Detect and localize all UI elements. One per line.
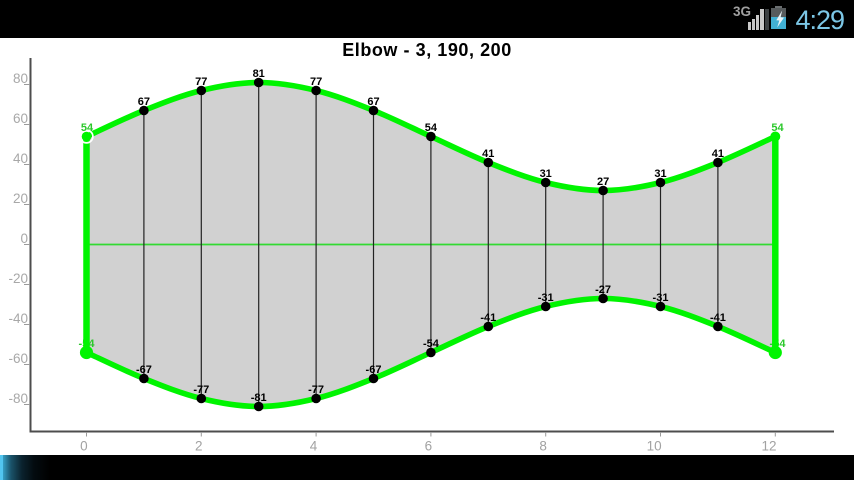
svg-text:-20: -20 xyxy=(8,271,28,286)
svg-text:40: 40 xyxy=(13,151,28,166)
svg-text:27: 27 xyxy=(597,176,609,188)
svg-text:-27: -27 xyxy=(595,284,611,296)
svg-text:41: 41 xyxy=(712,148,724,160)
svg-text:-40: -40 xyxy=(8,311,28,326)
svg-text:41: 41 xyxy=(482,148,494,160)
svg-text:67: 67 xyxy=(367,96,379,108)
svg-text:-67: -67 xyxy=(366,364,382,376)
svg-text:20: 20 xyxy=(13,191,28,206)
svg-text:-60: -60 xyxy=(8,351,28,366)
svg-text:54: 54 xyxy=(81,122,94,134)
svg-text:-81: -81 xyxy=(251,392,267,404)
svg-text:81: 81 xyxy=(253,68,265,80)
svg-text:-67: -67 xyxy=(136,364,152,376)
svg-text:2: 2 xyxy=(195,439,203,454)
svg-text:-77: -77 xyxy=(193,384,209,396)
svg-text:6: 6 xyxy=(425,439,433,454)
svg-text:77: 77 xyxy=(195,76,207,88)
svg-text:-41: -41 xyxy=(710,312,726,324)
svg-text:0: 0 xyxy=(80,439,88,454)
svg-text:60: 60 xyxy=(13,111,28,126)
svg-text:10: 10 xyxy=(647,439,662,454)
svg-text:31: 31 xyxy=(540,168,552,180)
svg-text:54: 54 xyxy=(771,122,784,134)
svg-text:67: 67 xyxy=(138,96,150,108)
svg-text:12: 12 xyxy=(761,439,776,454)
svg-text:31: 31 xyxy=(654,168,666,180)
svg-text:-31: -31 xyxy=(538,292,554,304)
svg-text:8: 8 xyxy=(539,439,547,454)
svg-text:-54: -54 xyxy=(423,338,440,350)
svg-text:54: 54 xyxy=(425,122,438,134)
svg-text:-77: -77 xyxy=(308,384,324,396)
svg-text:0: 0 xyxy=(20,231,28,246)
svg-text:80: 80 xyxy=(13,71,28,86)
svg-text:77: 77 xyxy=(310,76,322,88)
svg-text:4: 4 xyxy=(310,439,318,454)
svg-text:-41: -41 xyxy=(480,312,496,324)
svg-text:-80: -80 xyxy=(8,391,28,406)
svg-text:-31: -31 xyxy=(653,292,669,304)
